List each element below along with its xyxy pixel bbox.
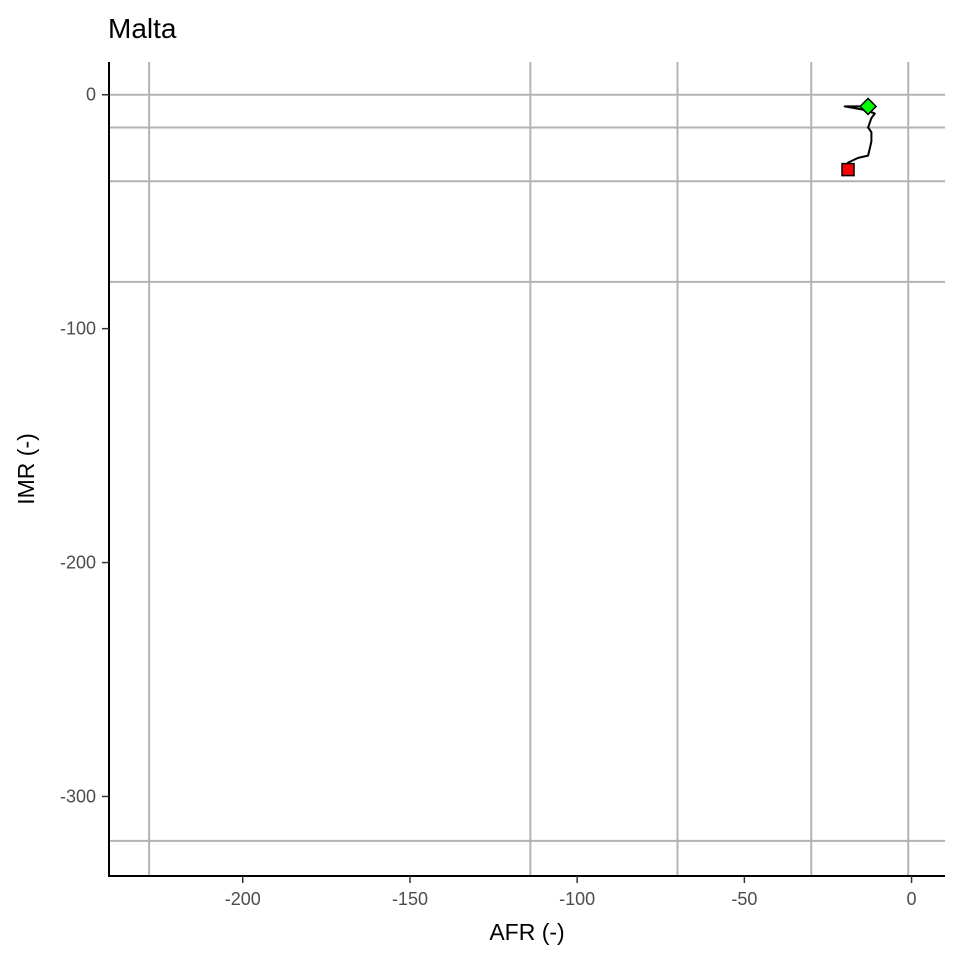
chart-title: Malta: [108, 13, 177, 44]
y-tick-label: 0: [86, 85, 96, 105]
axes: [108, 62, 945, 877]
x-tick-label: -100: [559, 889, 595, 909]
x-ticks: -200 -150 -100 -50 0: [225, 876, 917, 909]
data-markers: [841, 97, 878, 177]
y-tick-label: -200: [60, 553, 96, 573]
y-axis-title: IMR (-): [13, 433, 39, 505]
y-tick-label: -300: [60, 786, 96, 806]
x-tick-label: -50: [731, 889, 757, 909]
start-square-marker: [841, 162, 855, 177]
reference-lines: [109, 62, 945, 876]
x-tick-label: -200: [225, 889, 261, 909]
end-diamond-marker: [859, 97, 878, 116]
data-series: [843, 105, 876, 170]
x-tick-label: 0: [907, 889, 917, 909]
series-line: [843, 105, 876, 170]
y-tick-label: -100: [60, 319, 96, 339]
x-axis-title: AFR (-): [489, 919, 564, 945]
x-tick-label: -150: [392, 889, 428, 909]
y-ticks: 0 -100 -200 -300: [60, 85, 109, 806]
